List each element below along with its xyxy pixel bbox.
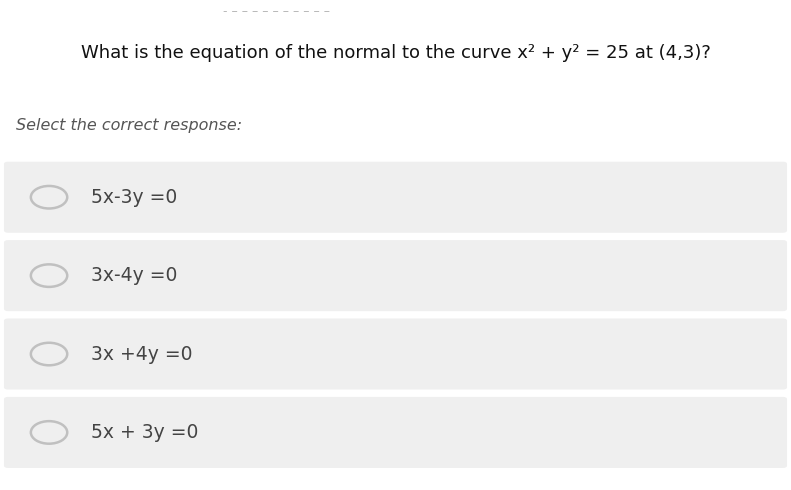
FancyBboxPatch shape [4, 162, 787, 233]
Text: 5x-3y =0: 5x-3y =0 [91, 188, 177, 207]
Text: 5x + 3y =0: 5x + 3y =0 [91, 423, 199, 442]
FancyBboxPatch shape [4, 318, 787, 390]
Text: 3x-4y =0: 3x-4y =0 [91, 266, 177, 285]
FancyBboxPatch shape [4, 240, 787, 311]
Text: Select the correct response:: Select the correct response: [16, 118, 242, 133]
FancyBboxPatch shape [4, 397, 787, 468]
Text: What is the equation of the normal to the curve x² + y² = 25 at (4,3)?: What is the equation of the normal to th… [81, 44, 710, 62]
Text: - – – – – – – – – – –: - – – – – – – – – – – [223, 5, 331, 18]
Text: 3x +4y =0: 3x +4y =0 [91, 344, 192, 364]
